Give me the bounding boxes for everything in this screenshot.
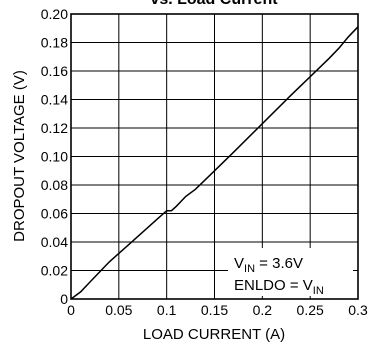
x-tick-label: 0.15 [201, 302, 228, 318]
y-tick-label: 0.18 [41, 35, 68, 51]
annotation-enldo-sub: IN [313, 285, 324, 297]
x-tick-label: 0 [67, 302, 75, 318]
series-line [70, 26, 359, 300]
x-axis-title: LOAD CURRENT (A) [143, 326, 285, 343]
x-tick-label: 0.3 [348, 302, 368, 318]
x-tick-label: 0.05 [105, 302, 132, 318]
y-tick-label: 0 [60, 291, 68, 307]
y-tick-label: 0.20 [41, 6, 68, 22]
y-axis-ticks: 0 0.02 0.04 0.06 0.08 0.10 0.12 0.14 0.16 0.18 0.2… [41, 6, 68, 307]
annotation-background [228, 248, 353, 296]
grid [71, 14, 358, 299]
y-tick-label: 0.08 [41, 177, 68, 193]
annotation-enldo-main: ENLDO = V [234, 277, 313, 294]
annotation-vin-main: V [234, 255, 244, 272]
annotation-vin: VIN = 3.6V [234, 255, 303, 275]
x-axis-ticks: 0 0.05 0.1 0.15 0.2 0.25 0.3 [67, 302, 368, 318]
x-tick-label: 0.2 [253, 302, 273, 318]
y-tick-label: 0.16 [41, 63, 68, 79]
y-axis-title: DROPOUT VOLTAGE (V) [11, 70, 28, 242]
y-tick-label: 0.14 [41, 92, 68, 108]
y-tick-label: 0.06 [41, 206, 68, 222]
y-tick-label: 0.10 [41, 149, 68, 165]
annotation-vin-rest: = 3.6V [255, 255, 303, 272]
annotation-vin-sub: IN [244, 263, 255, 275]
plot-area-border [70, 13, 359, 300]
y-tick-label: 0.12 [41, 120, 68, 136]
y-tick-label: 0.02 [41, 263, 68, 279]
y-tick-label: 0.04 [41, 234, 68, 250]
annotation-enldo: ENLDO = VIN [234, 277, 324, 297]
annotation-box: VIN = 3.6V ENLDO = VIN [228, 248, 353, 297]
x-tick-label: 0.1 [157, 302, 177, 318]
x-tick-label: 0.25 [297, 302, 324, 318]
chart-title: vs. Load Current [150, 0, 278, 8]
